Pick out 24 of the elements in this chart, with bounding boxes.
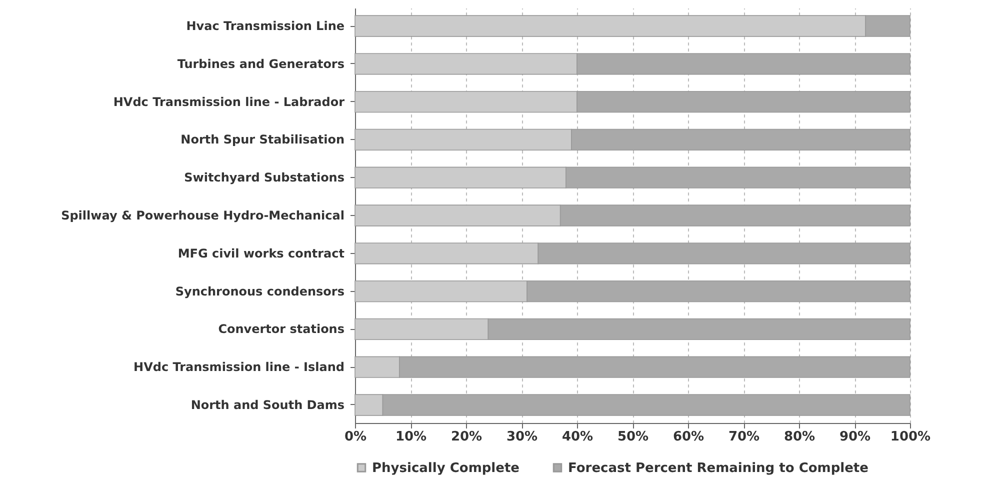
y-tick-label: MFG civil works contract [178, 246, 345, 260]
x-tick-label: 100% [890, 430, 931, 444]
x-tick-label: 0% [344, 430, 367, 444]
y-tick-label: Spillway & Powerhouse Hydro-Mechanical [61, 208, 344, 222]
y-tick-label: Synchronous condensors [175, 284, 344, 298]
x-tick-label: 80% [784, 430, 816, 444]
y-tick-label: HVdc Transmission line - Island [134, 360, 344, 374]
legend-label: Forecast Percent Remaining to Complete [568, 460, 869, 476]
y-tick-label: Turbines and Generators [177, 56, 344, 71]
y-tick-label: Hvac Transmission Line [186, 19, 344, 33]
y-tick-label: North and South Dams [190, 398, 344, 412]
x-tick-label: 10% [395, 430, 427, 444]
x-tick-label: 50% [617, 430, 649, 444]
y-tick-label: Convertor stations [218, 322, 344, 336]
y-tick-label: HVdc Transmission line - Labrador [113, 94, 345, 109]
legend-label: Physically Complete [372, 460, 520, 476]
x-tick-label: 20% [450, 430, 482, 444]
x-tick-label: 60% [672, 430, 704, 444]
x-tick-label: 30% [506, 430, 538, 444]
y-tick-label: Switchyard Substations [184, 170, 344, 185]
y-tick-label: North Spur Stabilisation [180, 132, 344, 147]
x-tick-label: 40% [562, 430, 594, 444]
x-tick-label: 90% [839, 430, 871, 444]
x-tick-label: 70% [728, 430, 760, 444]
